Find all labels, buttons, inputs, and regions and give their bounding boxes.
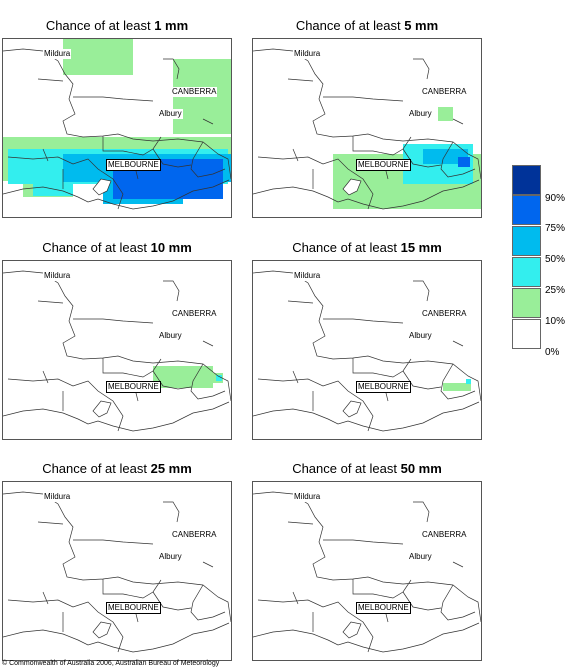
rain-probability-area — [423, 149, 468, 164]
city-label-albury: Albury — [408, 331, 433, 341]
port-phillip-bay — [342, 621, 362, 639]
port-phillip-bay — [92, 400, 112, 418]
map-frame-10mm: Mildura CANBERRA Albury MELBOURNE — [2, 260, 232, 440]
city-label-albury: Albury — [408, 109, 433, 119]
port-phillip-bay — [342, 178, 362, 196]
city-label-melbourne: MELBOURNE — [356, 602, 411, 614]
region-boundaries — [3, 270, 231, 432]
map-panel-50mm: Chance of at least 50 mm Mildura CANBERRA A… — [252, 461, 482, 661]
legend-swatch-50 — [512, 226, 541, 256]
panel-title-prefix: Chance of at least — [292, 461, 401, 476]
legend-tick-25: 25% — [545, 285, 566, 296]
rain-probability-area — [458, 157, 470, 167]
map-canvas — [253, 270, 481, 432]
panel-title-50mm: Chance of at least 50 mm — [252, 461, 482, 481]
city-label-canberra: CANBERRA — [171, 530, 218, 540]
city-label-canberra: CANBERRA — [421, 309, 468, 319]
city-label-canberra: CANBERRA — [171, 309, 218, 319]
legend-tick-0: 0% — [545, 347, 560, 358]
city-label-melbourne: MELBOURNE — [106, 602, 161, 614]
panel-title-amount: 15 mm — [400, 240, 442, 255]
panel-title-15mm: Chance of at least 15 mm — [252, 240, 482, 260]
rain-probability-area — [216, 375, 222, 381]
legend-tick-10: 10% — [545, 316, 566, 327]
map-canvas — [253, 491, 481, 653]
city-label-albury: Albury — [158, 552, 183, 562]
panel-title-prefix: Chance of at least — [292, 240, 401, 255]
map-panel-10mm: Chance of at least 10 mm Mildura CANBERRA A… — [2, 240, 232, 440]
rain-probability-area — [443, 383, 471, 391]
city-label-mildura: Mildura — [43, 271, 72, 281]
panel-title-amount: 50 mm — [400, 461, 442, 476]
city-label-melbourne: MELBOURNE — [106, 381, 161, 393]
city-label-canberra: CANBERRA — [171, 87, 218, 97]
legend-swatch-75 — [512, 195, 541, 225]
rain-probability-area — [466, 379, 471, 384]
map-canvas — [3, 270, 231, 432]
legend-swatch-25 — [512, 257, 541, 287]
panel-title-amount: 5 mm — [404, 18, 439, 33]
city-label-melbourne: MELBOURNE — [356, 159, 411, 171]
copyright-notice: © Commonwealth of Australia 2006, Austra… — [2, 660, 220, 667]
city-label-canberra: CANBERRA — [421, 87, 468, 97]
map-panel-15mm: Chance of at least 15 mm Mildura CANBERRA A… — [252, 240, 482, 440]
rain-probability-area — [63, 39, 133, 75]
rain-probability-area — [438, 107, 453, 121]
region-boundaries — [253, 491, 481, 653]
city-label-mildura: Mildura — [293, 271, 322, 281]
port-phillip-bay — [92, 621, 112, 639]
panel-title-prefix: Chance of at least — [45, 18, 155, 33]
map-canvas — [3, 39, 231, 210]
map-frame-25mm: Mildura CANBERRA Albury MELBOURNE — [2, 481, 232, 661]
legend-swatch-0 — [512, 319, 541, 349]
panel-title-amount: 25 mm — [150, 461, 192, 476]
map-frame-50mm: Mildura CANBERRA Albury MELBOURNE — [252, 481, 482, 661]
city-label-albury: Albury — [408, 552, 433, 562]
panel-title-prefix: Chance of at least — [295, 18, 405, 33]
legend-tick-90: 90% — [545, 193, 566, 204]
panel-title-amount: 10 mm — [150, 240, 192, 255]
probability-legend: 90% 75% 50% 25% 10% 0% — [512, 165, 570, 365]
panel-title-amount: 1 mm — [154, 18, 189, 33]
city-label-mildura: Mildura — [43, 492, 72, 502]
map-panel-5mm: Chance of at least 5 mm Mildura CANBERRA Al… — [252, 18, 482, 218]
port-phillip-bay — [92, 178, 112, 196]
map-panel-25mm: Chance of at least 25 mm Mildura CANBERRA A… — [2, 461, 232, 661]
city-label-mildura: Mildura — [43, 49, 72, 59]
map-frame-15mm: Mildura CANBERRA Albury MELBOURNE — [252, 260, 482, 440]
region-boundaries — [3, 491, 231, 653]
rain-probability-area — [198, 373, 223, 383]
panel-title-25mm: Chance of at least 25 mm — [2, 461, 232, 481]
city-label-mildura: Mildura — [293, 49, 322, 59]
city-label-melbourne: MELBOURNE — [106, 159, 161, 171]
legend-swatch-90 — [512, 165, 541, 195]
city-label-albury: Albury — [158, 109, 183, 119]
map-frame-5mm: Mildura CANBERRA Albury MELBOURNE — [252, 38, 482, 218]
map-canvas — [253, 48, 481, 210]
map-canvas — [3, 491, 231, 653]
panel-title-1mm: Chance of at least 1 mm — [2, 18, 232, 38]
city-label-mildura: Mildura — [293, 492, 322, 502]
legend-swatch-10 — [512, 288, 541, 318]
port-phillip-bay — [342, 400, 362, 418]
panel-title-prefix: Chance of at least — [42, 240, 151, 255]
city-label-albury: Albury — [158, 331, 183, 341]
map-frame-1mm: Mildura CANBERRA Albury MELBOURNE — [2, 38, 232, 218]
panel-title-prefix: Chance of at least — [42, 461, 151, 476]
rain-probability-area — [33, 184, 73, 196]
city-label-canberra: CANBERRA — [421, 530, 468, 540]
map-panel-1mm: Chance of at least 1 mm Mildura CANBERRA Al… — [2, 18, 232, 218]
region-boundaries — [253, 270, 481, 432]
panel-title-5mm: Chance of at least 5 mm — [252, 18, 482, 38]
panel-title-10mm: Chance of at least 10 mm — [2, 240, 232, 260]
legend-tick-50: 50% — [545, 254, 566, 265]
city-label-melbourne: MELBOURNE — [356, 381, 411, 393]
legend-tick-75: 75% — [545, 223, 566, 234]
